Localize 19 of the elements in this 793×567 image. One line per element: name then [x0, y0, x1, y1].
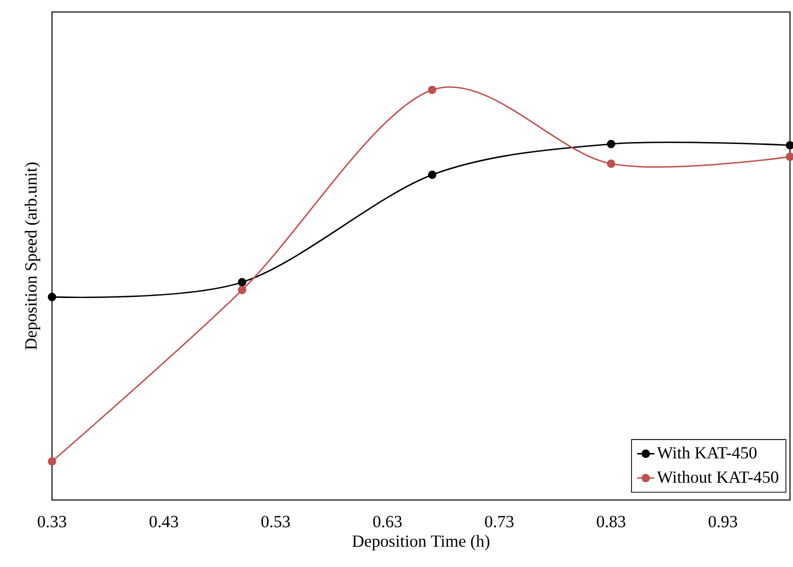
x-tick-label: 0.53 [261, 516, 290, 528]
legend-label: With KAT-450 [656, 446, 757, 459]
legend-label: Without KAT-450 [656, 470, 778, 483]
x-tick-label: 0.63 [373, 516, 402, 528]
point [48, 292, 56, 302]
point [238, 278, 246, 286]
point [428, 86, 436, 94]
x-tick-label: 0.93 [708, 516, 738, 528]
x-tick-label: 0.43 [150, 516, 178, 528]
y-axis-title: Deposition Speed (arb.unit) [24, 162, 40, 350]
point [606, 160, 616, 168]
point [238, 286, 246, 294]
point [48, 457, 56, 466]
point [606, 140, 616, 148]
x-tick-label: 0.83 [596, 516, 626, 528]
x-axis-title: Deposition Time (h) [352, 534, 490, 550]
point [428, 170, 436, 179]
x-tick-label: 0.73 [485, 516, 514, 528]
x-tick-label: 0.33 [38, 516, 66, 528]
